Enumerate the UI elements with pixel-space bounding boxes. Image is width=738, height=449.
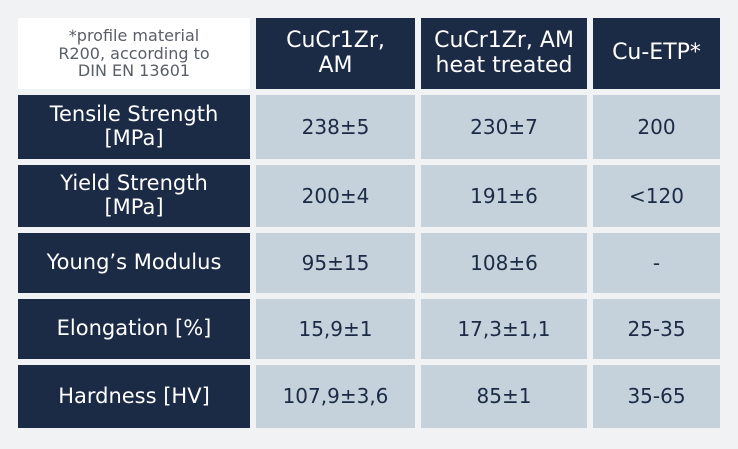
text-line: heat treated [435, 52, 573, 78]
column-header: CuCr1Zr, AM [256, 18, 415, 89]
data-cell: <120 [593, 165, 720, 227]
text-line: [MPa] [104, 195, 164, 219]
data-cell: 107,9±3,6 [256, 365, 415, 428]
text-line: Young’s Modulus [46, 250, 222, 275]
properties-table: *profile material R200, according to DIN E… [18, 18, 720, 428]
data-cell: 25-35 [593, 299, 720, 359]
text-line: AM [318, 52, 353, 78]
text-line: [MPa] [104, 126, 164, 150]
row-header: Elongation [%] [18, 299, 250, 359]
row-header: Yield Strength [MPa] [18, 165, 250, 227]
text-line: Tensile Strength [49, 102, 219, 127]
footnote: *profile material R200, according to DIN E… [18, 18, 250, 89]
data-cell: 85±1 [421, 365, 587, 428]
data-cell: 17,3±1,1 [421, 299, 587, 359]
data-cell: 230±7 [421, 95, 587, 159]
text-line: *profile material [68, 25, 200, 45]
row-header: Hardness [HV] [18, 365, 250, 428]
data-cell: 35-65 [593, 365, 720, 428]
data-cell: 200±4 [256, 165, 415, 227]
data-cell: 191±6 [421, 165, 587, 227]
data-cell: 200 [593, 95, 720, 159]
text-line: Elongation [%] [56, 316, 212, 341]
data-cell: 108±6 [421, 233, 587, 293]
row-header: Young’s Modulus [18, 233, 250, 293]
text-line: Cu-ETP* [612, 40, 701, 66]
text-line: R200, according to [58, 43, 210, 63]
text-line: CuCr1Zr, AM [434, 27, 574, 53]
text-line: Hardness [HV] [58, 383, 210, 408]
data-cell: 238±5 [256, 95, 415, 159]
data-cell: 95±15 [256, 233, 415, 293]
data-cell: 15,9±1 [256, 299, 415, 359]
data-cell: - [593, 233, 720, 293]
text-line: DIN EN 13601 [77, 61, 191, 81]
column-header: CuCr1Zr, AM heat treated [421, 18, 587, 89]
text-line: CuCr1Zr, [286, 27, 385, 53]
row-header: Tensile Strength [MPa] [18, 95, 250, 159]
text-line: Yield Strength [60, 171, 208, 196]
column-header: Cu-ETP* [593, 18, 720, 89]
